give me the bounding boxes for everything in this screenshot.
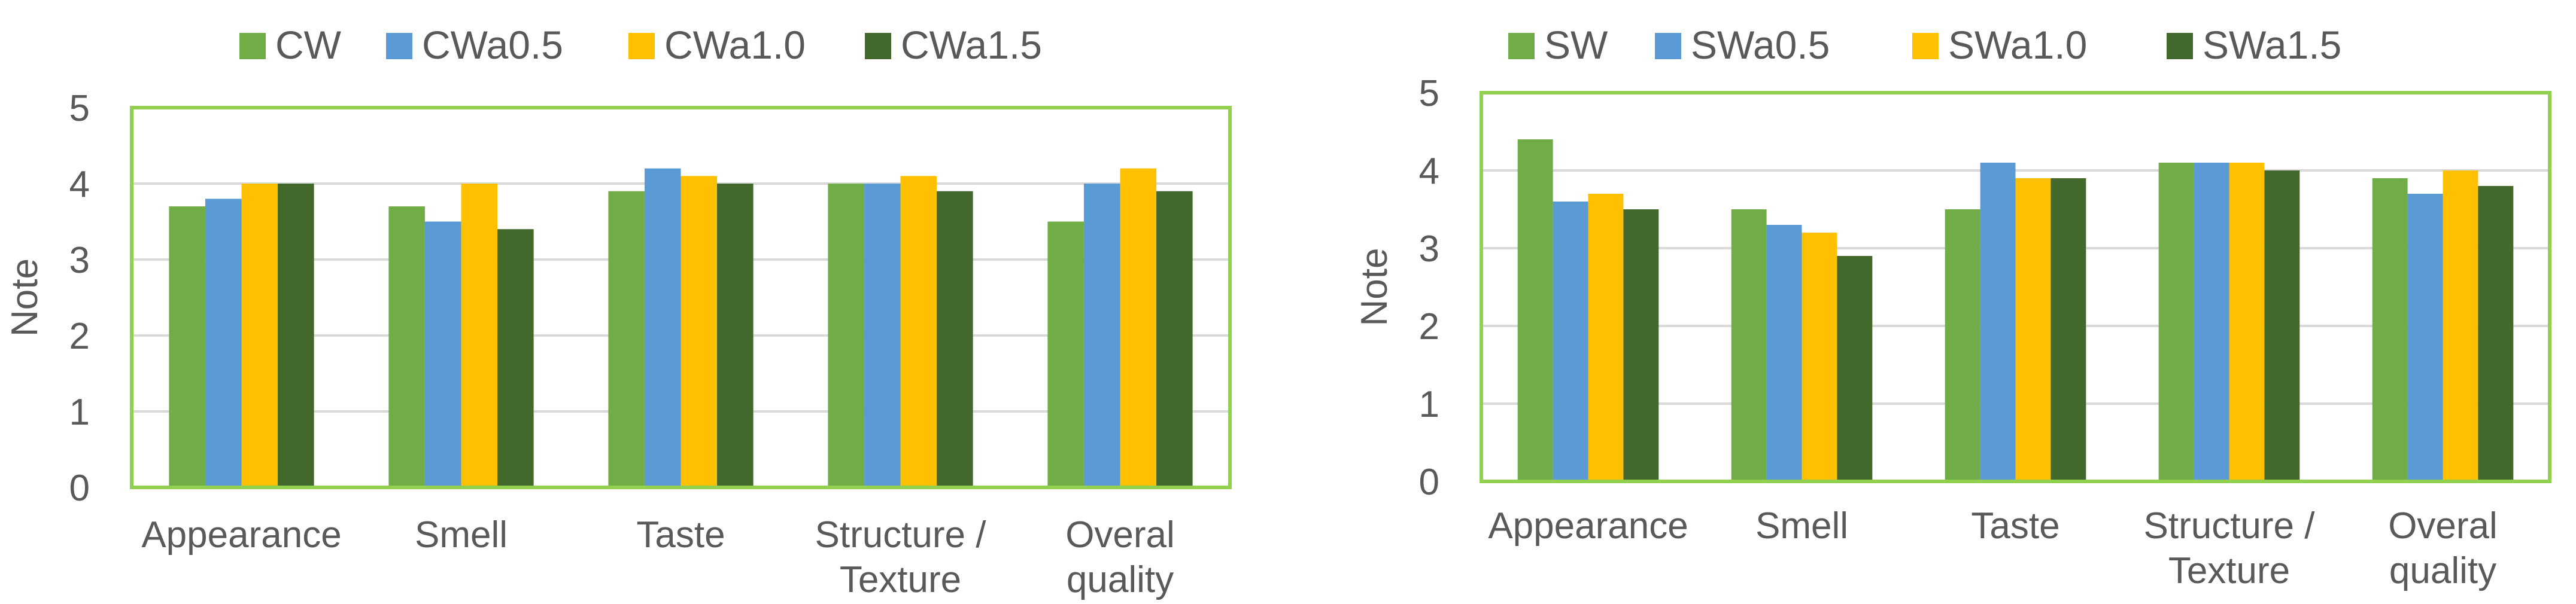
y-tick-label: 2	[69, 316, 90, 357]
legend-label-CWa1.0: CWa1.0	[664, 23, 806, 67]
legend-label-CWa0.5: CWa0.5	[422, 23, 563, 67]
bar-CWa1.0-1	[461, 184, 498, 487]
bar-SWa0.5-0	[1553, 202, 1588, 481]
y-tick-label: 4	[1419, 151, 1439, 192]
bar-CWa0.5-1	[424, 221, 461, 487]
bar-SWa1.5-1	[1837, 256, 1873, 481]
bar-CWa1.0-2	[681, 176, 718, 487]
legend-label-CWa1.5: CWa1.5	[901, 23, 1042, 67]
legend-swatch-CW	[239, 33, 266, 59]
bar-SW-2	[1945, 209, 1980, 481]
y-tick-label: 5	[69, 88, 90, 129]
x-category-label: Smell	[1755, 505, 1848, 547]
y-tick-label: 3	[69, 240, 90, 281]
x-category-label: Smell	[415, 514, 508, 556]
bar-CWa0.5-3	[864, 184, 901, 487]
bar-CWa0.5-4	[1083, 184, 1120, 487]
y-tick-label: 3	[1419, 228, 1439, 270]
y-tick-label: 0	[1419, 462, 1439, 503]
bar-CWa1.0-0	[241, 184, 278, 487]
bar-SWa0.5-3	[2194, 163, 2229, 481]
x-category-label: quality	[1067, 559, 1174, 600]
bar-SW-1	[1731, 209, 1767, 481]
bar-SW-4	[2372, 178, 2408, 481]
legend-swatch-SWa0.5	[1655, 33, 1681, 59]
bar-SWa1.0-3	[2229, 163, 2265, 481]
bar-CWa0.5-0	[205, 199, 242, 487]
legend-label-SWa1.0: SWa1.0	[1948, 23, 2087, 67]
x-category-label: Taste	[1971, 505, 2059, 547]
bar-CW-3	[828, 184, 864, 487]
bar-CWa1.5-2	[717, 184, 754, 487]
legend-swatch-CWa0.5	[386, 33, 412, 59]
x-category-label: quality	[2389, 550, 2496, 591]
y-tick-label: 4	[69, 164, 90, 205]
x-category-label: Structure /	[2144, 505, 2316, 547]
plot-frame	[130, 106, 1232, 489]
y-tick-label: 5	[1419, 73, 1439, 114]
legend-swatch-SWa1.0	[1912, 33, 1939, 59]
legend-label-CW: CW	[275, 23, 342, 67]
y-tick-label: 0	[69, 468, 90, 509]
legend-swatch-CWa1.5	[865, 33, 891, 59]
legend-label-SW: SW	[1544, 23, 1608, 67]
y-axis-title: Note	[1354, 248, 1395, 327]
bar-CWa1.5-3	[937, 191, 973, 487]
plot-frame	[1480, 91, 2551, 483]
chart-right: 0 1 2 3 4 5 Note Appearance Smell Taste Structure …	[1354, 23, 2551, 591]
bar-CWa1.0-4	[1120, 168, 1157, 488]
bar-SWa0.5-2	[1980, 163, 2016, 481]
y-tick-label: 2	[1419, 306, 1439, 347]
bar-SWa1.5-4	[2478, 186, 2514, 481]
bar-SWa0.5-4	[2407, 194, 2443, 481]
bar-CW-2	[608, 191, 645, 487]
y-tick-label: 1	[1419, 384, 1439, 425]
bar-SWa1.5-2	[2051, 178, 2086, 481]
legend-label-SWa1.5: SWa1.5	[2203, 23, 2341, 67]
bar-CW-0	[169, 206, 205, 487]
legend-swatch-SW	[1508, 33, 1535, 59]
x-category-label: Overal	[2388, 505, 2498, 547]
bar-SWa1.5-0	[1623, 209, 1659, 481]
bar-CW-4	[1047, 221, 1084, 487]
bar-SWa1.5-3	[2264, 170, 2300, 481]
x-category-label: Overal	[1065, 514, 1175, 556]
bar-SW-3	[2158, 163, 2194, 481]
bar-CWa1.0-3	[900, 176, 937, 487]
legend-label-SWa0.5: SWa0.5	[1691, 23, 1830, 67]
x-category-label: Taste	[636, 514, 725, 556]
bar-CW-1	[388, 206, 425, 487]
bar-SWa1.0-2	[2015, 178, 2051, 481]
bar-SWa1.0-4	[2443, 170, 2478, 481]
x-category-label: Appearance	[141, 514, 341, 556]
bar-SWa1.0-0	[1588, 194, 1624, 481]
chart-left: 0 1 2 3 4 5 Note Appearance Smell Taste Structure …	[4, 23, 1232, 600]
x-category-label: Structure /	[815, 514, 987, 556]
bar-SWa0.5-1	[1766, 225, 1802, 481]
y-axis-title: Note	[4, 258, 45, 337]
legend-swatch-CWa1.0	[628, 33, 655, 59]
legend-swatch-SWa1.5	[2167, 33, 2193, 59]
x-category-label: Texture	[2168, 550, 2290, 591]
bar-SW-0	[1517, 139, 1553, 481]
bar-CWa0.5-2	[644, 168, 681, 488]
bar-CWa1.5-4	[1156, 191, 1193, 487]
x-category-label: Appearance	[1488, 505, 1688, 547]
x-category-label: Texture	[840, 559, 961, 600]
y-tick-label: 1	[69, 392, 90, 433]
bar-CWa1.5-0	[278, 184, 314, 487]
bar-CWa1.5-1	[497, 229, 534, 487]
bar-SWa1.0-1	[1802, 233, 1837, 481]
